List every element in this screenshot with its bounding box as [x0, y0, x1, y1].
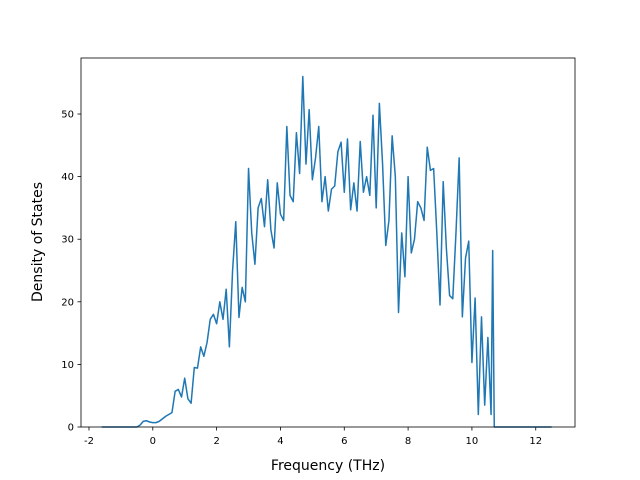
x-tick-label: 12 — [529, 436, 542, 447]
y-tick-label: 40 — [61, 172, 74, 183]
y-axis-label: Density of States — [30, 182, 46, 302]
y-tick-label: 30 — [61, 235, 74, 246]
x-tick-label: 8 — [405, 436, 411, 447]
plot-frame — [80, 57, 576, 428]
x-tick-label: 10 — [466, 436, 479, 447]
x-axis-label: Frequency (THz) — [271, 458, 385, 474]
x-tick-label: 6 — [341, 436, 347, 447]
y-tick-label: 10 — [61, 360, 74, 371]
x-tick-label: 0 — [150, 436, 156, 447]
data-line — [101, 75, 552, 428]
y-tick-label: 50 — [61, 110, 74, 121]
y-tick-label: 20 — [61, 297, 74, 308]
x-tick-label: -2 — [84, 436, 94, 447]
x-tick-label: 2 — [213, 436, 219, 447]
x-tick-label: 4 — [277, 436, 283, 447]
y-tick-label: 0 — [68, 423, 74, 434]
